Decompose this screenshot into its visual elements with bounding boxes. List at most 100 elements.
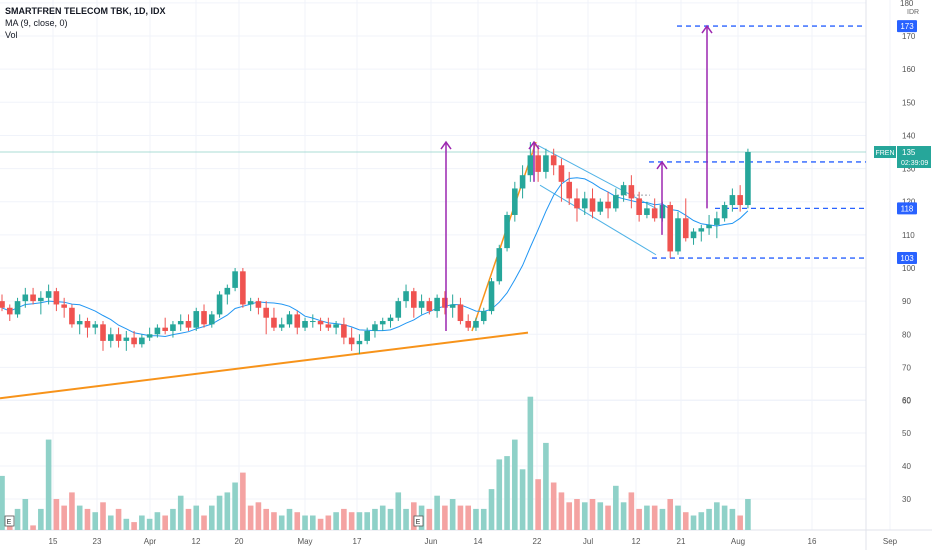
candle-body (434, 297, 440, 312)
x-tick-label: Apr (144, 537, 157, 546)
x-tick-label: 20 (235, 537, 244, 546)
candle-body (341, 324, 347, 338)
volume-bar (527, 396, 534, 530)
candle-body (92, 324, 99, 328)
candle-body (38, 297, 44, 302)
candle-body (426, 301, 433, 312)
x-tick-label: Aug (731, 537, 745, 546)
candle-body (714, 218, 720, 225)
volume-bar (341, 508, 347, 530)
countdown-label: 02:39:09 (901, 160, 928, 167)
support-trendline (0, 331, 529, 400)
candle-body (317, 321, 324, 325)
volume-bar (100, 502, 106, 530)
price-tick-label: 100 (902, 264, 916, 273)
volume-bar (30, 525, 36, 530)
candle-body (69, 307, 75, 325)
volume-bar (286, 508, 293, 530)
candle-body (232, 271, 238, 288)
candle-body (278, 324, 285, 328)
candle-body (271, 317, 277, 328)
volume-bar (177, 495, 184, 530)
candle-body (348, 337, 355, 345)
volume-bar (348, 512, 355, 530)
candle-body (519, 175, 526, 189)
candle-body (61, 304, 67, 308)
volume-bar (240, 472, 246, 530)
candle-body (208, 314, 215, 325)
candle-body (543, 155, 549, 172)
volume-bar (729, 508, 736, 530)
candle-body (636, 198, 642, 215)
volume-bar (589, 499, 596, 530)
x-tick-label: 22 (533, 537, 542, 546)
volume-bar (185, 508, 192, 530)
earnings-marker-label: E (416, 519, 421, 526)
candle-body (721, 205, 728, 219)
volume-bar (193, 505, 200, 530)
volume-bar (675, 505, 681, 530)
level-price-box (897, 202, 917, 215)
volume-bar (271, 512, 277, 530)
candle-body (325, 324, 332, 328)
candle-body (589, 198, 596, 212)
price-tick-label: 140 (902, 131, 916, 140)
volume-bar (170, 508, 176, 530)
volume-bar (310, 515, 316, 530)
volume-bar (698, 512, 705, 530)
candle-body (302, 321, 308, 328)
price-tick-label: 170 (902, 32, 916, 41)
volume-bar (620, 502, 627, 530)
candle-body (372, 324, 378, 331)
candle-body (310, 321, 316, 323)
volume-bar (706, 508, 712, 530)
volume-bar (550, 482, 557, 530)
x-tick-label: 12 (632, 537, 641, 546)
volume-bar (216, 495, 223, 530)
candle-body (644, 208, 650, 215)
candle-body (185, 321, 192, 328)
volume-bar (512, 439, 518, 530)
volume-bar (146, 518, 153, 530)
volume-bar (263, 508, 269, 530)
volume-bar (333, 512, 339, 530)
volume-tick-label: 50 (902, 429, 911, 438)
volume-bar (224, 492, 231, 530)
volume-bar (131, 522, 137, 530)
price-tick-label: 80 (902, 330, 911, 339)
candle-body (620, 185, 627, 196)
volume-bar (496, 459, 503, 530)
volume-bar (154, 512, 161, 530)
volume-tick-label: 60 (902, 396, 911, 405)
candle-body (100, 324, 106, 341)
candle-body (480, 311, 487, 322)
candle-body (170, 324, 176, 331)
candle-body (224, 287, 231, 295)
x-tick-label: 21 (677, 537, 686, 546)
volume-bar (581, 502, 588, 530)
volume-bar (395, 492, 402, 530)
earnings-marker (4, 515, 15, 527)
volume-bar (317, 518, 324, 530)
candle-body (745, 152, 751, 206)
volume-bar (574, 499, 580, 530)
candle-body (418, 301, 425, 308)
candle-body (76, 321, 83, 325)
volume-bar (294, 512, 301, 530)
candle-body (706, 224, 712, 229)
x-tick-label: Sep (883, 537, 898, 546)
candle-body (535, 155, 541, 172)
channel-line-upper (537, 144, 657, 209)
price-tick-label: 150 (902, 98, 916, 107)
earnings-marker-label: E (7, 519, 12, 526)
volume-bar (372, 508, 378, 530)
candle-body (131, 337, 137, 345)
level-price-box (897, 252, 917, 265)
x-tick-label: May (297, 537, 312, 546)
chart-title: SMARTFREN TELECOM TBK, 1D, IDX (5, 6, 166, 16)
volume-bar (628, 492, 635, 530)
rally-trendline (471, 141, 537, 332)
level-price-label: 173 (900, 22, 914, 31)
